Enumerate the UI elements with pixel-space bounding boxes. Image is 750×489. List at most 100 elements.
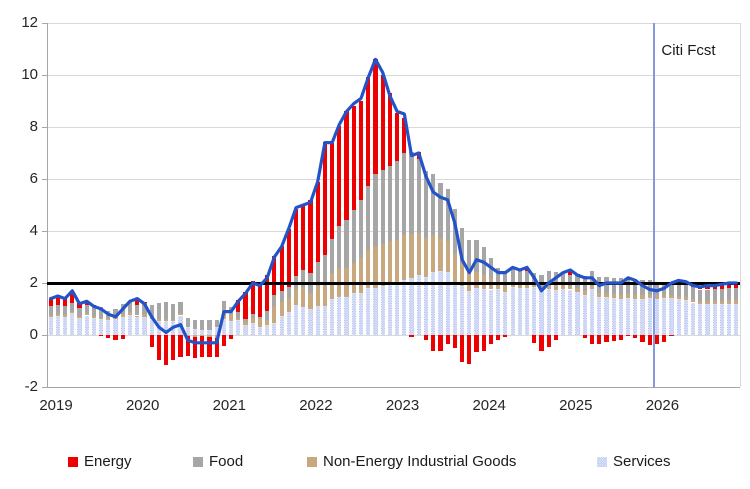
bar-segment-services: [402, 280, 407, 335]
bar-segment-food: [734, 287, 739, 301]
bar-segment-services: [517, 288, 522, 335]
bar-segment-food: [683, 284, 688, 298]
bar-segment-services: [611, 297, 616, 335]
bar-segment-non-energy-industrial-goods: [676, 295, 681, 300]
bar-segment-non-energy-industrial-goods: [561, 285, 566, 289]
bar-segment-energy: [330, 143, 335, 240]
bar-segment-services: [178, 315, 183, 335]
bar-segment-food: [387, 165, 392, 241]
bar-segment-energy: [423, 335, 429, 340]
bar-segment-non-energy-industrial-goods: [330, 273, 335, 300]
gridline: [47, 231, 740, 232]
bar-segment-services: [330, 299, 335, 335]
bar-segment-food: [488, 258, 494, 279]
bar-segment-non-energy-industrial-goods: [647, 294, 652, 299]
y-axis-tick: [42, 387, 47, 388]
bar-segment-services: [185, 327, 190, 335]
y-axis-tick: [42, 127, 47, 128]
bar-segment-food: [712, 288, 717, 301]
bar-segment-energy: [705, 285, 710, 290]
bar-segment-non-energy-industrial-goods: [70, 311, 75, 313]
bar-segment-non-energy-industrial-goods: [669, 294, 674, 299]
bar-segment-food: [698, 289, 703, 302]
bar-segment-food: [200, 319, 205, 331]
bar-segment-energy: [91, 305, 96, 307]
bar-segment-energy: [626, 335, 631, 337]
bar-segment-energy: [178, 335, 183, 357]
bar-segment-food: [221, 301, 226, 309]
bar-segment-energy: [546, 335, 551, 347]
bar-segment-non-energy-industrial-goods: [575, 288, 580, 293]
bar-segment-services: [712, 304, 717, 335]
bar-segment-services: [308, 308, 313, 335]
bar-segment-food: [626, 276, 631, 294]
bar-segment-non-energy-industrial-goods: [62, 314, 68, 317]
bar-segment-services: [618, 298, 623, 335]
bar-segment-non-energy-industrial-goods: [568, 286, 573, 290]
bar-segment-energy: [358, 101, 364, 200]
y-axis-tick: [42, 335, 47, 336]
bar-segment-non-energy-industrial-goods: [452, 253, 457, 282]
bar-segment-services: [236, 320, 241, 335]
bar-segment-services: [654, 298, 660, 335]
x-axis-label: 2020: [125, 397, 160, 414]
bar-segment-food: [171, 303, 176, 320]
bar-segment-services: [423, 277, 429, 335]
bar-segment-services: [676, 299, 681, 335]
bar-segment-energy: [387, 93, 392, 166]
x-axis-label: 2024: [472, 397, 506, 414]
bar-segment-energy: [416, 152, 421, 159]
bar-segment-services: [84, 315, 89, 335]
bar-segment-food: [395, 161, 400, 241]
bar-segment-food: [135, 304, 140, 316]
x-axis-label: 2023: [385, 397, 420, 414]
bar-segment-non-energy-industrial-goods: [387, 240, 392, 285]
bar-segment-energy: [438, 335, 443, 352]
bar-segment-energy: [503, 335, 508, 337]
bar-segment-services: [221, 318, 226, 335]
bar-segment-services: [301, 307, 306, 335]
bar-segment-energy: [301, 206, 306, 270]
bar-segment-services: [481, 288, 486, 335]
bar-segment-non-energy-industrial-goods: [582, 290, 587, 295]
bar-segment-energy: [106, 335, 111, 338]
bar-segment-non-energy-industrial-goods: [308, 293, 313, 309]
bar-segment-energy: [445, 335, 450, 344]
bar-segment-food: [330, 239, 335, 274]
bar-segment-food: [676, 282, 681, 296]
bar-segment-food: [77, 308, 82, 317]
bar-segment-non-energy-industrial-goods: [626, 293, 631, 299]
bar-segment-food: [322, 254, 327, 283]
bar-segment-food: [113, 309, 118, 318]
bar-segment-energy: [459, 335, 465, 363]
bar-segment-non-energy-industrial-goods: [171, 319, 176, 322]
bar-segment-food: [214, 319, 219, 328]
bar-segment-services: [265, 325, 270, 335]
bar-segment-food: [243, 318, 248, 323]
bar-segment-non-energy-industrial-goods: [719, 300, 725, 305]
bar-segment-energy: [55, 297, 60, 305]
bar-segment-food: [142, 302, 147, 314]
bar-segment-energy: [402, 117, 407, 154]
bar-segment-energy: [62, 298, 68, 307]
bar-segment-energy: [380, 75, 385, 171]
bar-segment-food: [611, 277, 616, 295]
bar-segment-energy: [532, 335, 537, 343]
bar-segment-services: [503, 292, 508, 335]
bar-segment-services: [120, 316, 125, 335]
bar-segment-energy: [510, 268, 515, 270]
x-axis-label: 2022: [299, 397, 333, 414]
bar-segment-food: [380, 170, 385, 245]
bar-segment-food: [337, 226, 342, 268]
bar-segment-energy: [467, 335, 472, 364]
bar-segment-food: [106, 310, 111, 319]
bar-segment-food: [164, 301, 169, 320]
bar-segment-food: [55, 304, 60, 314]
bar-segment-non-energy-industrial-goods: [322, 282, 327, 306]
bar-segment-services: [604, 296, 609, 335]
bar-segment-services: [395, 285, 400, 335]
bar-segment-energy: [214, 338, 219, 357]
bar-segment-food: [366, 185, 371, 250]
bar-segment-non-energy-industrial-goods: [221, 309, 226, 319]
gridline: [47, 387, 740, 388]
